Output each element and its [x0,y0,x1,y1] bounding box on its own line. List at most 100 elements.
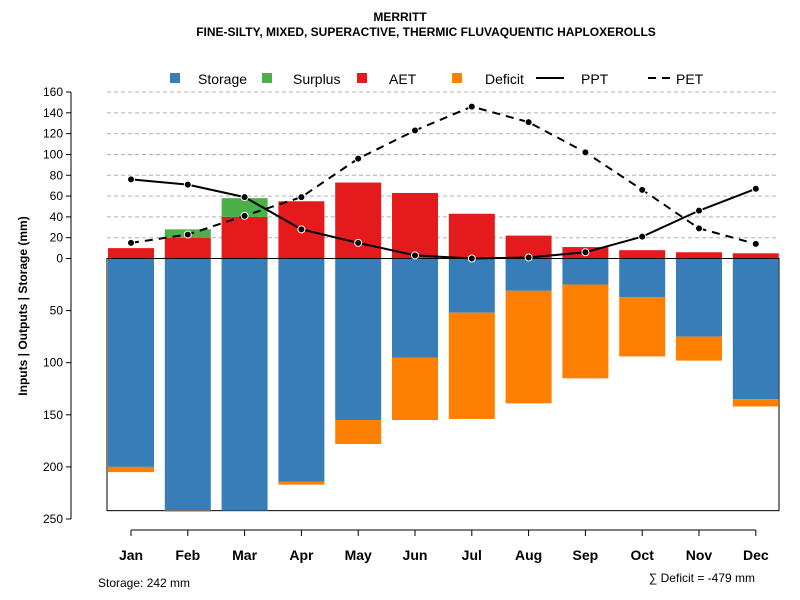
deficit-bar [392,357,438,421]
pet-point [411,126,419,135]
aet-bar [676,252,722,259]
y-tick-label: 120 [43,127,63,141]
storage-bar [505,258,552,291]
storage-bar [278,258,325,482]
storage-bar [108,258,154,467]
y-tick-label: 50 [50,304,64,318]
ppt-point [524,253,533,262]
deficit-bar [505,290,552,404]
deficit-note: ∑ Deficit = -479 mm [649,571,755,585]
deficit-bar [448,312,495,419]
ppt-point [695,206,703,215]
legend-label-storage: Storage [198,71,247,87]
pet-line [130,105,757,245]
storage-bar [676,258,722,337]
pet-point [127,238,135,247]
ppt-point [297,225,306,234]
legend-swatch-aet [357,73,367,83]
y-tick-label: 60 [50,189,64,203]
y-tick-label: 100 [43,147,63,161]
deficit-bar [562,284,609,379]
ppt-point [581,248,590,257]
storage-bar [562,258,609,285]
legend-label-deficit: Deficit [485,71,524,87]
x-tick-label: Jun [403,547,428,563]
pet-point [183,230,192,239]
aet-bar [619,250,666,259]
aet-bar [392,192,438,259]
storage-bar [448,258,495,313]
y-tick-label: 100 [43,356,63,370]
storage-bar [392,258,438,358]
deficit-bar [108,466,154,473]
y-tick-label: 200 [43,460,63,474]
pet-point [240,211,249,220]
aet-bar [505,235,552,259]
pet-point [695,224,703,233]
pet-point [467,102,476,111]
legend-label-aet: AET [389,71,417,87]
storage-bar [619,258,666,298]
storage-note: Storage: 242 mm [98,576,190,590]
ppt-point [411,251,419,260]
y-tick-label: 250 [43,512,63,526]
chart-title: MERRITT [373,10,427,24]
storage-bar [335,258,382,421]
y-tick-label: 140 [43,106,63,120]
ppt-point [467,254,476,263]
ppt-point [240,193,249,202]
x-tick-label: Apr [289,547,314,563]
pet-point [581,148,590,157]
deficit-bar [676,336,722,361]
aet-bar [221,216,268,259]
y-tick-label: 40 [50,210,64,224]
pet-point [297,193,306,202]
legend-swatch-surplus [262,73,272,83]
ppt-point [638,232,647,241]
ppt-point [354,238,363,247]
x-tick-label: Dec [743,547,769,563]
ppt-point [183,180,192,189]
x-tick-label: Jan [119,547,143,563]
deficit-bar [164,510,211,512]
legend-label-pet: PET [676,71,704,87]
x-tick-label: Oct [631,547,655,563]
storage-bar [221,258,268,511]
y-tick-label: 0 [56,252,63,266]
aet-bar [164,237,211,259]
storage-bar [164,258,211,511]
x-tick-label: Mar [232,547,257,563]
pet-point [638,185,647,194]
ppt-line [130,178,757,260]
deficit-bar [619,297,666,357]
aet-bar [448,213,495,259]
y-axis-label: Inputs | Outputs | Storage (mm) [16,216,30,395]
x-tick-label: Aug [515,547,542,563]
ppt-point [127,175,135,184]
y-tick-label: 160 [43,85,63,99]
legend-swatch-deficit [452,73,462,83]
legend-label-ppt: PPT [581,71,609,87]
ppt-point [751,184,760,193]
x-tick-label: Sep [573,547,599,563]
x-tick-label: May [345,547,372,563]
aet-bar [732,253,779,259]
x-tick-label: Nov [686,547,713,563]
x-tick-label: Jul [462,547,482,563]
legend-swatch-storage [170,73,180,83]
storage-bar [732,258,779,400]
pet-point [751,239,760,248]
x-tick-label: Feb [175,547,200,563]
chart-subtitle: FINE-SILTY, MIXED, SUPERACTIVE, THERMIC … [196,25,656,39]
y-tick-label: 150 [43,408,63,422]
aet-bar [108,248,154,259]
pet-point [354,154,363,163]
deficit-bar [335,420,382,444]
deficit-bar [732,399,779,407]
y-tick-label: 80 [50,168,64,182]
pet-point [524,118,533,127]
deficit-bar [278,481,325,485]
legend-label-surplus: Surplus [293,71,340,87]
y-tick-label: 20 [50,231,64,245]
